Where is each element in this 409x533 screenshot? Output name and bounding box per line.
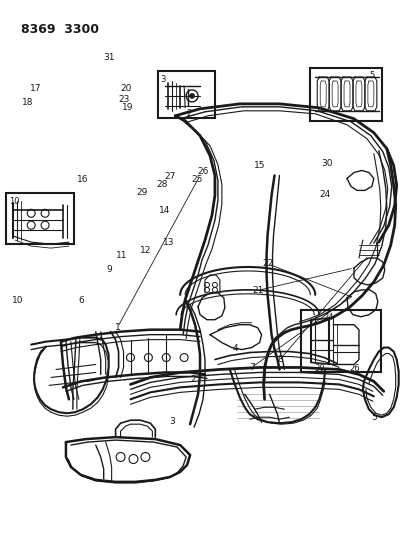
Text: 16: 16 — [77, 174, 88, 183]
Text: 18: 18 — [22, 98, 34, 107]
Text: 23: 23 — [117, 95, 129, 104]
Text: 25: 25 — [191, 174, 202, 183]
Text: 10: 10 — [9, 197, 20, 206]
Bar — [158, 71, 214, 118]
Text: 2: 2 — [186, 109, 191, 118]
Text: 20: 20 — [119, 84, 131, 93]
Text: 19: 19 — [121, 103, 133, 112]
Text: 1: 1 — [114, 323, 120, 332]
Text: 30: 30 — [313, 365, 324, 374]
Text: 22: 22 — [262, 260, 273, 268]
Text: 8369  3300: 8369 3300 — [21, 23, 99, 36]
Text: 13: 13 — [162, 238, 174, 247]
Text: 3: 3 — [160, 75, 165, 84]
Text: 6: 6 — [78, 296, 83, 305]
Circle shape — [189, 93, 194, 99]
Text: 26: 26 — [197, 166, 208, 175]
Text: 30: 30 — [321, 159, 332, 167]
Text: 11: 11 — [115, 252, 127, 261]
Text: 5: 5 — [368, 71, 373, 80]
Text: 9: 9 — [106, 265, 112, 273]
Text: 3: 3 — [169, 417, 175, 426]
Text: 21: 21 — [252, 286, 263, 295]
Text: 15: 15 — [254, 161, 265, 170]
Text: 28: 28 — [156, 180, 168, 189]
Text: 5: 5 — [370, 413, 376, 422]
Bar — [7, 193, 74, 244]
Text: 4: 4 — [232, 344, 238, 353]
Text: 7: 7 — [248, 363, 254, 372]
Text: 10: 10 — [12, 296, 23, 305]
Text: 17: 17 — [30, 84, 42, 93]
Text: 26: 26 — [348, 365, 359, 374]
Text: 29: 29 — [136, 188, 147, 197]
Text: 24: 24 — [322, 313, 333, 322]
Text: 14: 14 — [158, 206, 170, 215]
Text: 8: 8 — [277, 355, 283, 364]
Text: 24: 24 — [319, 190, 330, 199]
Bar — [310, 68, 381, 121]
Text: 2: 2 — [189, 375, 195, 384]
Text: 12: 12 — [140, 246, 151, 255]
Bar — [301, 310, 380, 373]
Text: 27: 27 — [164, 172, 175, 181]
Text: 31: 31 — [103, 53, 115, 62]
